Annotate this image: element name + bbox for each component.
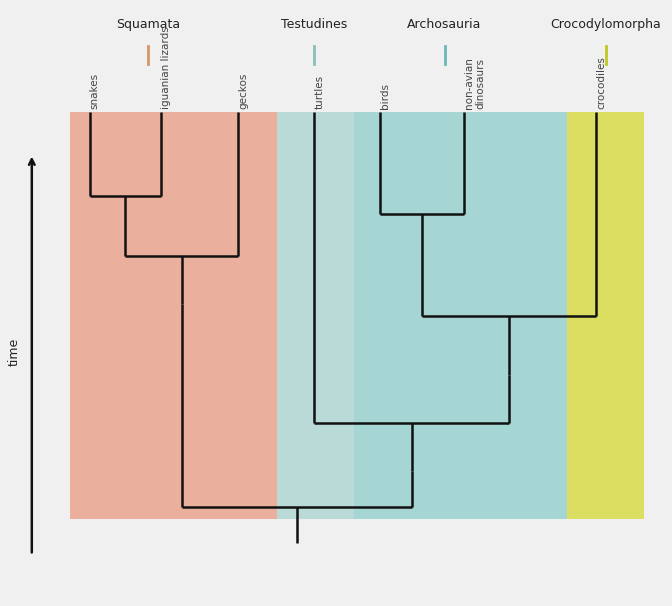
Bar — [567, 112, 644, 519]
Text: birds: birds — [380, 83, 390, 108]
Text: crocodiles: crocodiles — [596, 56, 606, 108]
Text: iguanian lizards: iguanian lizards — [161, 26, 171, 108]
Text: time: time — [8, 338, 21, 365]
Text: geckos: geckos — [238, 72, 248, 108]
Text: Crocodylomorpha: Crocodylomorpha — [550, 18, 661, 31]
Text: Archosauria: Archosauria — [407, 18, 482, 31]
Bar — [71, 112, 277, 519]
Text: snakes: snakes — [90, 73, 100, 108]
Text: Testudines: Testudines — [281, 18, 347, 31]
Text: Squamata: Squamata — [116, 18, 180, 31]
Bar — [354, 112, 567, 519]
Text: non-avian
dinosaurs: non-avian dinosaurs — [464, 57, 485, 108]
Bar — [277, 112, 354, 519]
Text: turtles: turtles — [314, 75, 325, 108]
